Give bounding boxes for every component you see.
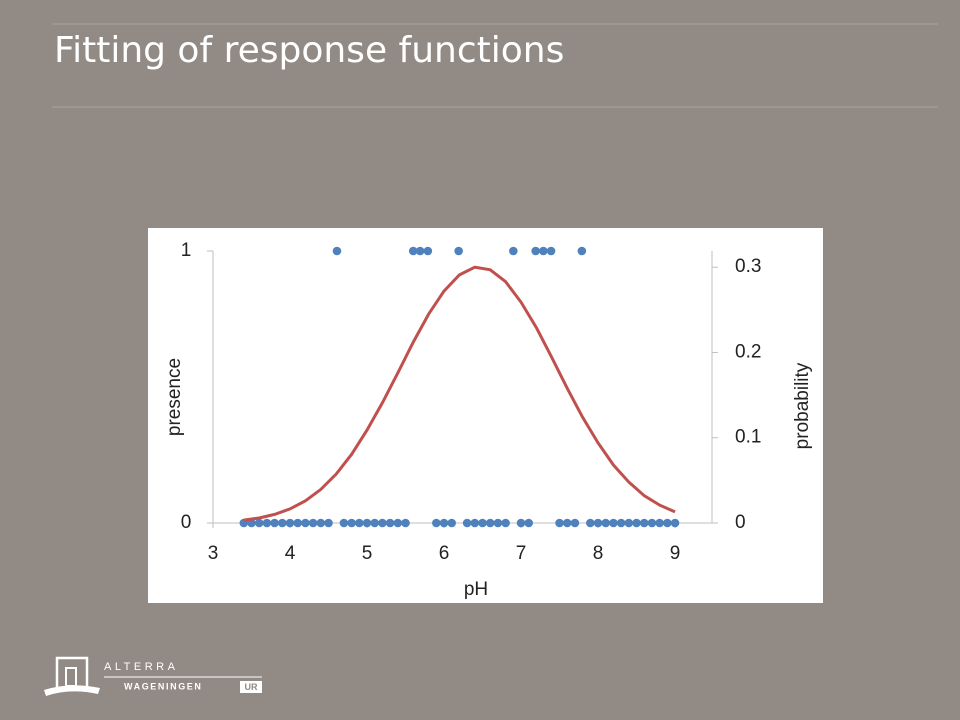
x-tick-label: 5 — [362, 543, 373, 564]
point — [655, 518, 664, 528]
point — [624, 518, 634, 528]
x-tick-label: 9 — [670, 543, 681, 564]
logo-text: WAGENINGEN — [124, 681, 203, 691]
point — [670, 518, 680, 528]
point — [270, 518, 279, 528]
point — [347, 518, 356, 528]
point — [470, 518, 480, 528]
point — [439, 518, 449, 528]
y-tick-label: 1 — [181, 240, 192, 261]
point — [393, 518, 403, 528]
logo-icon — [55, 656, 89, 690]
point — [639, 518, 649, 528]
line — [243, 265, 676, 522]
point — [370, 518, 380, 528]
point — [247, 518, 256, 528]
point — [478, 518, 487, 528]
x-tick-label: 8 — [593, 543, 604, 564]
chart-area — [148, 228, 823, 603]
point — [593, 518, 603, 528]
point — [524, 518, 534, 528]
point — [577, 246, 587, 256]
point — [447, 518, 457, 528]
point — [385, 518, 395, 528]
point — [316, 518, 326, 528]
point — [663, 518, 672, 528]
point — [586, 518, 595, 528]
point — [415, 246, 425, 256]
point — [516, 518, 526, 528]
plot: 0 1 0 0.1 0.2 0.3 3 4 5 6 7 8 9 pH presence probability — [164, 240, 813, 600]
x-tick-label: 7 — [516, 543, 527, 564]
point — [332, 246, 342, 256]
logo-text: ALTERRA — [104, 661, 178, 673]
point — [293, 518, 303, 528]
point — [609, 518, 618, 528]
x-tick-label: 3 — [208, 543, 219, 564]
point — [501, 518, 510, 528]
y2-tick-label: 0 — [735, 512, 746, 533]
point — [546, 246, 556, 256]
logo-icon — [44, 685, 100, 696]
y2-tick-label: 0.2 — [735, 341, 761, 362]
y2-tick-label: 0.1 — [735, 427, 761, 448]
logo: ALTERRA WAGENINGEN UR — [44, 656, 262, 696]
logo-icon — [65, 667, 77, 687]
point — [432, 518, 441, 528]
point — [378, 518, 387, 528]
point — [509, 246, 518, 256]
point — [570, 518, 580, 528]
point — [355, 518, 364, 528]
logo-badge — [240, 681, 262, 693]
point — [616, 518, 626, 528]
point — [301, 518, 310, 528]
point — [308, 518, 318, 528]
point — [254, 518, 264, 528]
point — [423, 246, 433, 256]
x-tick-label: 4 — [285, 543, 296, 564]
point — [562, 518, 572, 528]
y2-axis-label: probability — [792, 362, 813, 449]
point — [462, 518, 472, 528]
point — [278, 518, 287, 528]
point — [339, 518, 349, 528]
point — [285, 518, 295, 528]
point — [454, 246, 463, 256]
point — [601, 518, 611, 528]
point — [555, 518, 564, 528]
y-tick-label: 0 — [181, 512, 192, 533]
point — [493, 518, 503, 528]
y-axis-label: presence — [164, 358, 185, 436]
slide-title: Fitting of response functions — [54, 30, 564, 71]
logo-text: UR — [245, 682, 258, 692]
point — [539, 246, 548, 256]
point — [362, 518, 372, 528]
point — [408, 246, 418, 256]
y2-tick-label: 0.3 — [735, 256, 761, 277]
x-axis-label: pH — [464, 579, 488, 600]
point — [647, 518, 657, 528]
point — [262, 518, 272, 528]
x-tick-label: 6 — [439, 543, 450, 564]
point — [531, 246, 540, 256]
point — [485, 518, 495, 528]
point — [632, 518, 641, 528]
point — [324, 518, 333, 528]
point — [401, 518, 410, 528]
